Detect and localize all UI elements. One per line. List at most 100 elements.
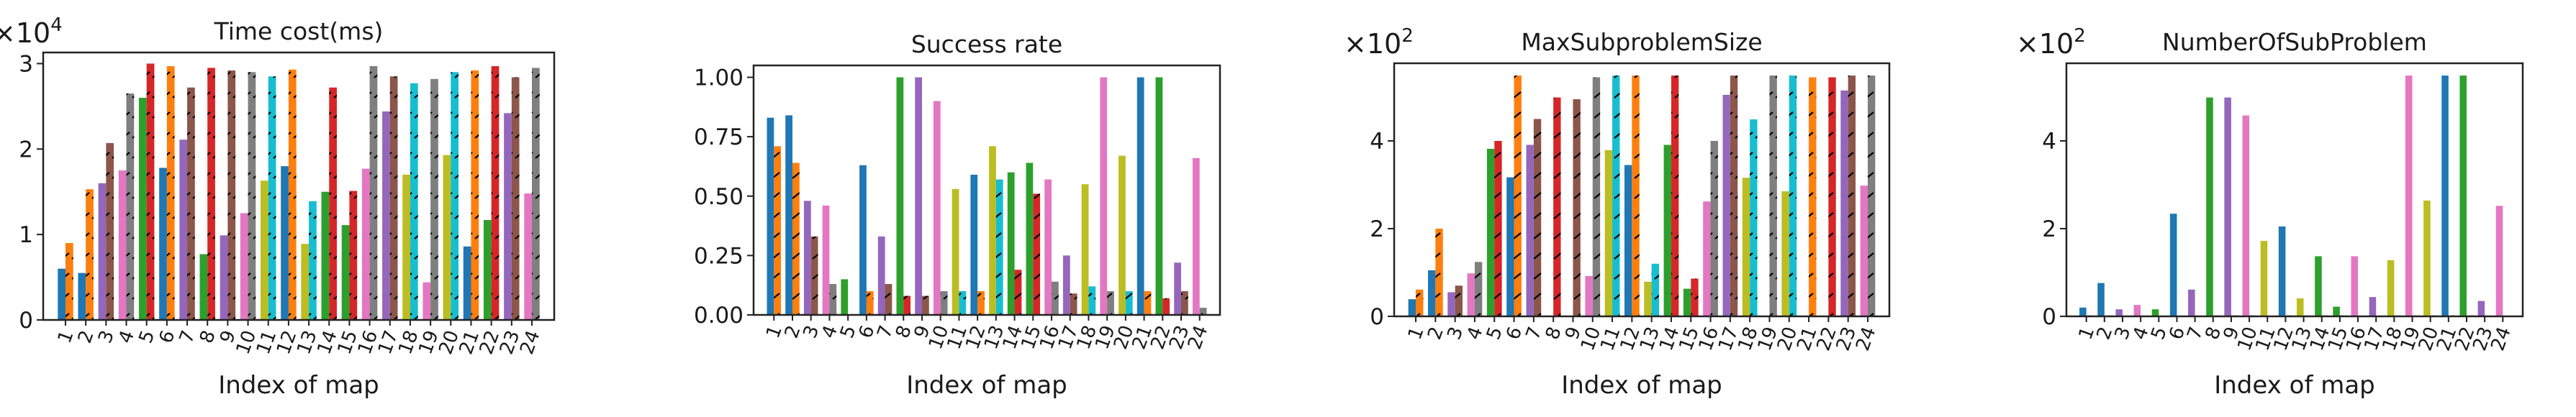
bar-map-10-solid [1585,275,1593,316]
axis-multiplier: ×102 [2016,25,2086,60]
bar-map-3-solid [803,201,811,315]
bar-map-20-hatched [1125,290,1133,315]
y-tick-label: 0 [1370,304,1384,330]
x-axis-label: Index of map [906,371,1067,400]
bar-map-7-solid [2188,289,2195,316]
bar-map-3-hatched [1455,285,1463,316]
bar-map-22-hatched [1828,77,1836,316]
bar-map-18-solid [2387,260,2395,316]
bar-map-7-solid [179,139,188,320]
axes-frame [1393,62,1891,318]
bar-map-14-solid [1663,145,1671,316]
bar-map-12-solid [2278,226,2286,316]
bar-map-22-solid [483,219,492,320]
bar-map-5-solid [138,97,147,320]
bar-map-8-hatched [207,68,215,320]
bar-map-11-hatched [959,290,967,315]
bar-map-21-solid [463,246,471,320]
y-tick-label: 3 [19,51,33,77]
bar-map-4-solid [1467,273,1475,316]
bar-map-17-hatched [1730,75,1738,317]
bar-map-24-solid [1860,185,1868,316]
bar-map-21-hatched [1809,77,1817,316]
bar-map-10-solid [2242,115,2250,316]
bar-map-15-solid [1026,162,1034,315]
x-axis-label: Index of map [2214,371,2375,400]
bar-map-1-solid [58,268,65,320]
y-tick-label: 2 [19,137,33,162]
bar-map-20-hatched [451,72,459,321]
bar-map-18-hatched [1088,286,1096,315]
bar-map-13-solid [2297,298,2304,316]
bar-map-3-solid [2115,309,2123,316]
y-tick-label: 0.25 [694,243,744,269]
bar-map-19-solid [2405,75,2413,317]
bar-map-15-hatched [1033,193,1041,315]
bar-map-13-solid [989,146,996,315]
bar-map-23-hatched [1181,290,1188,315]
bar-map-13-solid [301,244,309,320]
bar-map-22-hatched [1162,298,1170,315]
bar-map-2-solid [785,115,792,315]
bar-map-4-hatched [1474,262,1483,316]
bar-map-12-hatched [1632,75,1640,317]
bar-map-2-hatched [792,162,800,315]
axes-frame [2065,62,2524,318]
x-tick-label: 24 [1852,324,1881,354]
chart-number-of-subproblem: 1 2 3 4 5 6 7 8 9 10 11 12 13 14 15 16 17 18 19 20 21 22 23 24 0… [1973,0,2559,414]
bar-map-22-solid [2459,75,2467,317]
bar-map-12-solid [1624,165,1632,316]
axes-frame [752,64,1221,316]
bar-map-9-solid [2224,97,2231,317]
bar-map-17-hatched [1070,293,1077,315]
bar-map-13-hatched [995,179,1003,315]
bar-map-16-solid [2351,256,2359,316]
chart-title: MaxSubproblemSize [1521,28,1762,56]
chart-title: NumberOfSubProblem [2162,28,2427,56]
bar-map-20-solid [1781,191,1789,316]
y-tick-label: 4 [2042,129,2056,155]
bar-map-16-solid [361,168,370,320]
bar-map-5-solid [1486,148,1495,316]
bar-map-20-hatched [1789,75,1797,317]
bar-map-10-solid [240,213,248,320]
bar-map-9-hatched [922,295,929,315]
bar-map-11-solid [952,188,959,315]
bar-map-6-hatched [1514,75,1522,317]
bar-map-12-solid [281,166,289,320]
bar-map-11-solid [2260,241,2268,316]
bar-map-15-hatched [1691,278,1699,316]
bar-map-13-solid [1644,281,1652,316]
chart-success-rate: 1 2 3 4 5 6 7 8 9 10 11 12 13 14 15 16 17 18 19 20 21 22 23 24 0… [660,0,1256,414]
y-tick-label: 4 [1370,129,1384,155]
y-tick-label: 1 [19,222,33,248]
y-tick-label: 1.00 [694,65,744,91]
bar-map-7-solid [877,236,885,315]
bar-map-23-solid [2477,301,2485,316]
bar-map-8-solid [896,77,904,316]
bar-map-8-solid [199,254,208,320]
y-tick-label: 0.50 [694,184,744,210]
bar-map-23-solid [504,113,512,320]
bar-map-6-solid [859,165,867,315]
x-tick-label: 24 [2487,324,2516,354]
bar-map-4-hatched [126,93,135,321]
bar-map-9-solid [915,77,922,316]
bar-map-2-solid [2097,283,2105,316]
bar-map-16-hatched [1052,281,1059,315]
bar-map-15-hatched [349,191,358,320]
bar-map-9-hatched [1573,99,1581,316]
y-tick-label: 0 [2042,304,2056,330]
bar-map-1-hatched [774,146,782,315]
bar-map-14-solid [2315,256,2322,316]
bar-map-4-solid [822,205,830,315]
bar-map-23-hatched [1848,75,1856,317]
bar-map-15-solid [341,225,350,320]
bar-map-4-solid [2133,305,2141,316]
bar-map-12-solid [970,175,978,315]
bar-map-15-solid [2333,306,2340,316]
bar-map-17-solid [2369,297,2377,316]
bar-map-3-solid [98,183,107,320]
y-tick-label: 0.75 [694,124,744,150]
bar-map-7-hatched [187,87,195,321]
